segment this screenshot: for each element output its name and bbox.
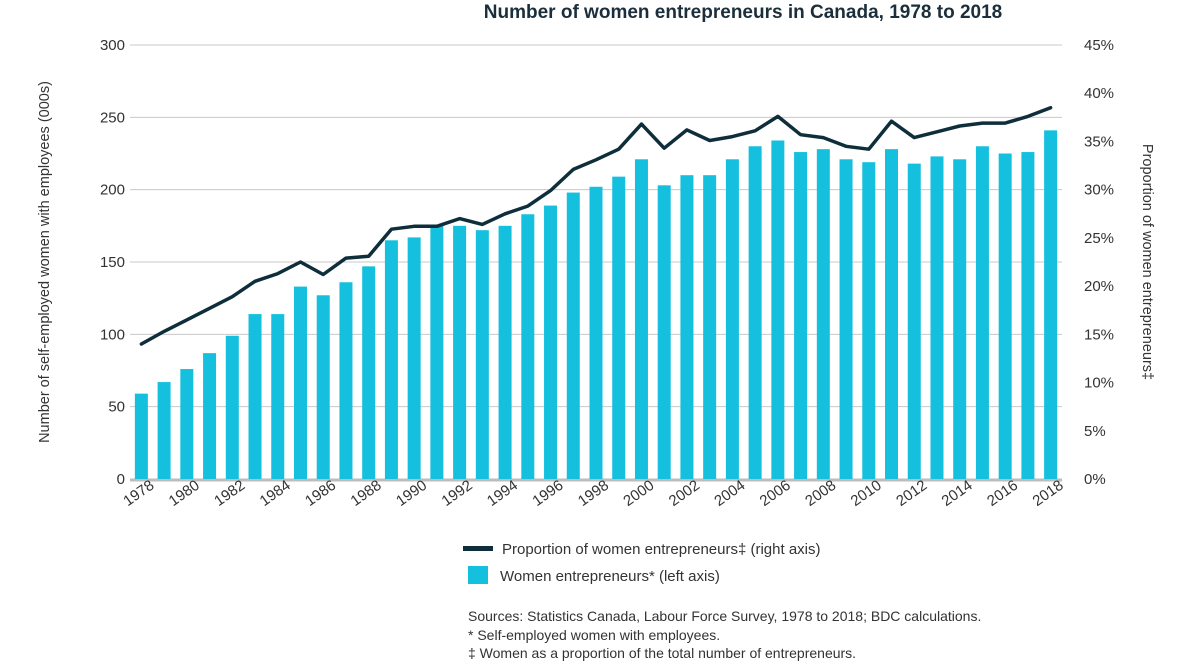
x-tick-label: 1978	[120, 477, 157, 510]
x-tick-label: 2008	[802, 477, 839, 510]
bar	[521, 214, 535, 479]
x-tick-label: 2004	[711, 477, 748, 510]
x-tick-label: 1988	[348, 477, 385, 510]
bar	[612, 176, 626, 479]
x-tick-label: 1996	[529, 477, 566, 510]
bar	[293, 286, 307, 479]
bar	[634, 159, 648, 479]
bar	[248, 314, 262, 479]
x-axis-ticks: 1978 1980 1982 1984 1986 1988 1990 1992 1994 1996…	[120, 477, 1066, 510]
bar	[271, 314, 285, 479]
legend-line-swatch	[463, 546, 493, 551]
x-tick-label: 1990	[393, 477, 430, 510]
bar	[748, 146, 762, 479]
bar	[316, 295, 330, 479]
left-tick-label: 200	[100, 182, 125, 199]
bar	[134, 393, 148, 479]
bar	[998, 153, 1012, 479]
bar	[725, 159, 739, 479]
left-tick-label: 100	[100, 326, 125, 343]
bar	[907, 163, 921, 480]
bar	[1044, 130, 1058, 479]
source-note: Sources: Statistics Canada, Labour Force…	[468, 608, 981, 624]
x-tick-label: 1986	[302, 477, 339, 510]
footnote-double-dagger: ‡ Women as a proportion of the total num…	[468, 645, 856, 661]
left-axis-title: Number of self-employed women with emplo…	[37, 81, 53, 443]
bar	[566, 192, 580, 479]
bar	[339, 282, 353, 479]
bar	[544, 205, 558, 479]
chart-title: Number of women entrepreneurs in Canada,…	[484, 2, 1002, 23]
left-axis-ticks: 0 50 100 150 200 250 300	[100, 37, 125, 488]
bar	[816, 149, 830, 479]
bar	[657, 185, 671, 479]
bar	[498, 225, 512, 479]
bar	[203, 353, 217, 479]
x-tick-label: 1998	[575, 477, 612, 510]
right-tick-label: 45%	[1084, 37, 1114, 54]
bar	[1021, 152, 1035, 479]
x-tick-label: 2012	[893, 477, 930, 510]
right-tick-label: 30%	[1084, 182, 1114, 199]
line-series	[139, 105, 1053, 346]
bar	[453, 225, 467, 479]
x-tick-label: 1982	[211, 477, 248, 510]
bar	[589, 186, 603, 480]
right-tick-label: 15%	[1084, 326, 1114, 343]
x-tick-label: 2000	[620, 477, 657, 510]
bar	[885, 149, 899, 479]
x-tick-label: 2014	[939, 477, 976, 510]
bar	[930, 156, 944, 480]
bar	[384, 240, 398, 479]
footnotes: Sources: Statistics Canada, Labour Force…	[468, 608, 981, 661]
right-axis-ticks: 0% 5% 10% 15% 20% 25% 30% 35% 40% 45%	[1084, 37, 1114, 488]
legend-bar-label: Women entrepreneurs* (left axis)	[500, 568, 720, 585]
legend-line-label: Proportion of women entrepreneurs‡ (righ…	[502, 541, 821, 558]
gridlines	[130, 44, 1062, 482]
bar	[157, 382, 171, 479]
x-tick-label: 2016	[984, 477, 1021, 510]
x-tick-label: 1992	[438, 477, 475, 510]
bar	[225, 335, 239, 479]
bar	[475, 230, 489, 479]
left-tick-label: 0	[117, 471, 125, 488]
right-axis-title: Proportion of women entrepreneurs‡	[1139, 144, 1155, 380]
bar	[680, 175, 694, 479]
bar	[703, 175, 717, 479]
bar	[362, 266, 376, 479]
footnote-asterisk: * Self-employed women with employees.	[468, 627, 720, 643]
x-tick-label: 1994	[484, 477, 521, 510]
x-tick-label: 2002	[666, 477, 703, 510]
right-tick-label: 0%	[1084, 471, 1106, 488]
legend: Proportion of women entrepreneurs‡ (righ…	[463, 541, 821, 585]
bar	[839, 159, 853, 479]
right-tick-label: 25%	[1084, 230, 1114, 247]
right-tick-label: 40%	[1084, 85, 1114, 102]
x-tick-label: 2006	[757, 477, 794, 510]
x-tick-label: 1984	[257, 477, 294, 510]
bar	[771, 140, 785, 480]
right-tick-label: 20%	[1084, 278, 1114, 295]
right-tick-label: 10%	[1084, 375, 1114, 392]
x-tick-label: 2018	[1030, 477, 1067, 510]
right-tick-label: 35%	[1084, 133, 1114, 150]
left-tick-label: 150	[100, 254, 125, 271]
x-tick-label: 1980	[166, 477, 203, 510]
left-tick-label: 50	[108, 399, 125, 416]
legend-bar-swatch	[468, 566, 488, 584]
bar	[975, 146, 989, 479]
left-tick-label: 250	[100, 109, 125, 126]
bar	[862, 162, 876, 479]
bar-series	[134, 130, 1058, 480]
bar	[180, 369, 194, 479]
bar	[407, 237, 421, 479]
bar	[953, 159, 967, 479]
bar	[794, 152, 808, 479]
x-tick-label: 2010	[848, 477, 885, 510]
proportion-line	[139, 105, 1053, 346]
bar	[430, 225, 444, 479]
right-tick-label: 5%	[1084, 423, 1106, 440]
left-tick-label: 300	[100, 37, 125, 54]
